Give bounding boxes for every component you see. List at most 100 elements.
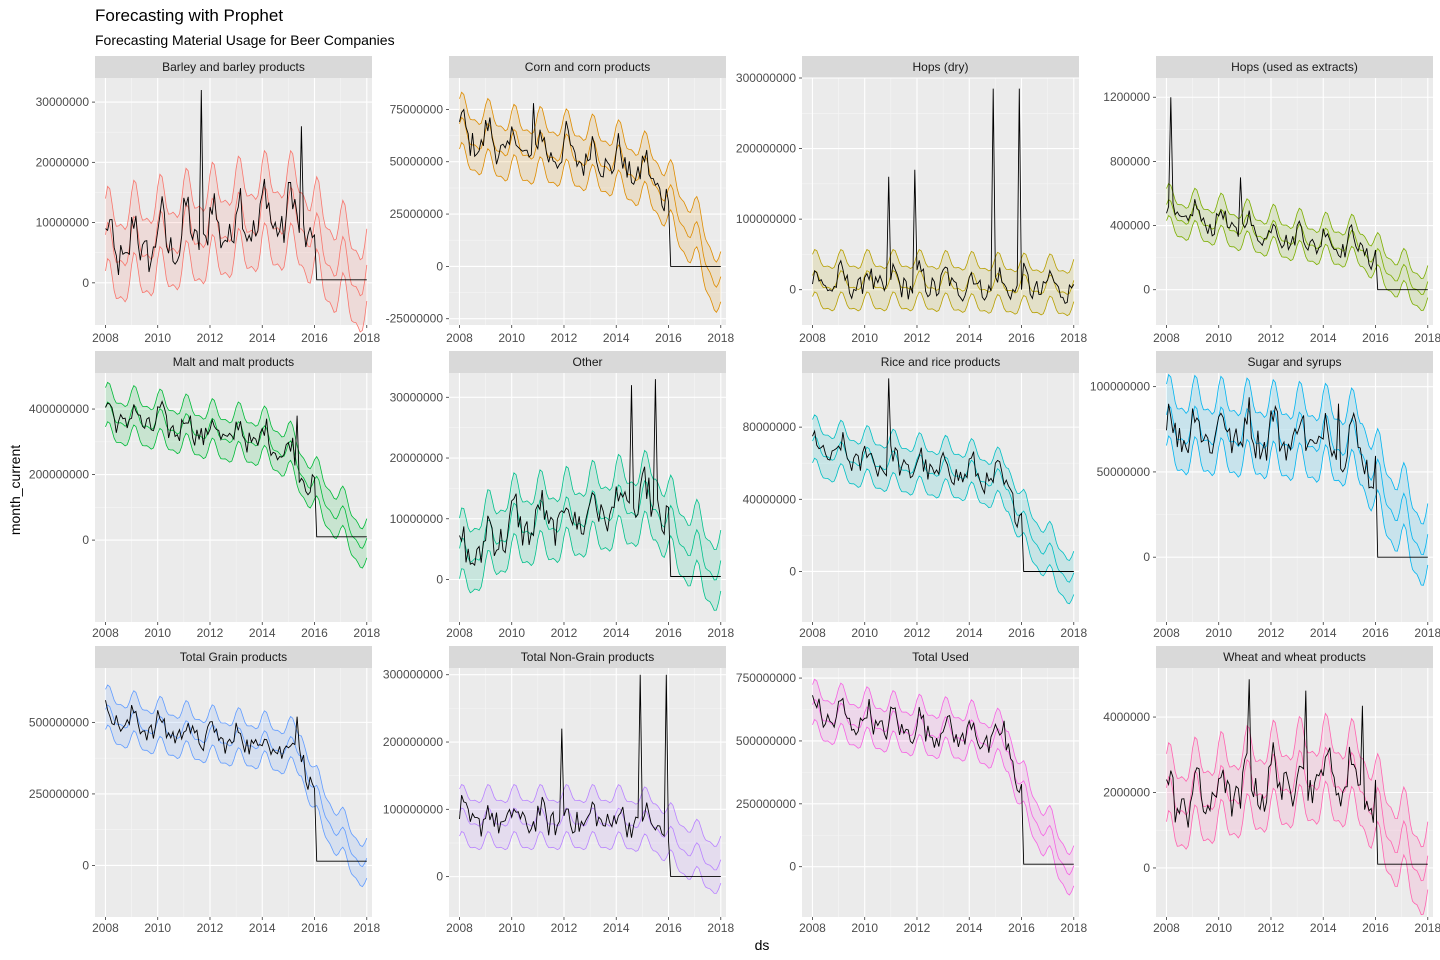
uncertainty-band: [1166, 183, 1428, 311]
x-tick-label: 2014: [956, 626, 983, 640]
lower-bound-line: [459, 510, 722, 611]
chart-title: Forecasting with Prophet: [95, 6, 284, 25]
facet-strip: [802, 56, 1079, 78]
actual-series-line: [1166, 97, 1428, 291]
y-tick-label: -25000000: [386, 312, 444, 326]
lower-bound-line: [105, 724, 368, 888]
forecast-line: [812, 698, 1075, 876]
x-tick-label: 2014: [249, 626, 276, 640]
x-tick-label: 2010: [144, 626, 171, 640]
lower-bound-line: [459, 141, 722, 313]
lower-bound-line: [812, 718, 1075, 896]
x-tick-label: 2014: [1310, 331, 1337, 345]
y-tick-label: 200000000: [29, 468, 89, 482]
y-tick-label: 400000: [1110, 219, 1150, 233]
panel-background: [95, 78, 372, 325]
x-tick-label: 2016: [1008, 921, 1035, 935]
facet-strip: [95, 56, 372, 78]
actual-series-line: [1166, 679, 1428, 865]
x-tick-label: 2010: [498, 921, 525, 935]
x-tick-label: 2014: [956, 331, 983, 345]
y-tick-label: 100000000: [383, 802, 443, 816]
forecast-line: [105, 401, 368, 549]
y-tick-label: 0: [1143, 550, 1150, 564]
panel-background: [449, 78, 726, 325]
x-tick-label: 2018: [353, 626, 380, 640]
y-tick-label: 250000000: [29, 787, 89, 801]
lower-bound-line: [1166, 214, 1429, 311]
forecast-line: [459, 116, 722, 288]
x-tick-label: 2012: [551, 921, 578, 935]
facet-panel: Barley and barley products 0 10000000 20000…: [36, 56, 380, 345]
actual-series-line: [812, 695, 1074, 865]
x-tick-label: 2016: [301, 921, 328, 935]
forecast-line: [459, 480, 722, 581]
y-tick-label: 400000000: [29, 402, 89, 416]
x-tick-label: 2014: [249, 331, 276, 345]
y-tick-label: 20000000: [36, 155, 90, 169]
facet-strip-label: Total Grain products: [180, 650, 287, 664]
x-tick-label: 2018: [707, 626, 734, 640]
x-tick-label: 2016: [301, 331, 328, 345]
y-tick-label: 50000000: [390, 155, 444, 169]
y-tick-label: 0: [82, 858, 89, 872]
x-tick-label: 2016: [301, 626, 328, 640]
forecast-line: [105, 185, 368, 297]
x-tick-label: 2014: [603, 921, 630, 935]
facet-strip: [449, 351, 726, 373]
y-tick-label: 200000000: [383, 735, 443, 749]
x-tick-label: 2018: [1060, 626, 1087, 640]
upper-bound-line: [459, 783, 722, 847]
lower-bound-line: [105, 421, 368, 569]
facet-strip-label: Total Non-Grain products: [521, 650, 654, 664]
uncertainty-band: [459, 784, 721, 894]
panel-background: [802, 373, 1079, 622]
actual-series-line: [105, 89, 367, 281]
upper-bound-line: [812, 414, 1075, 561]
y-tick-label: 750000000: [736, 671, 796, 685]
x-tick-label: 2012: [904, 331, 931, 345]
x-tick-label: 2016: [655, 331, 682, 345]
upper-bound-line: [1166, 182, 1429, 279]
uncertainty-band: [459, 92, 721, 313]
facet-strip: [1156, 351, 1433, 373]
y-tick-label: 0: [789, 860, 796, 874]
facet-strip: [95, 351, 372, 373]
upper-bound-line: [812, 678, 1075, 856]
facet-strip-label: Other: [572, 355, 602, 369]
lower-bound-line: [812, 291, 1075, 317]
x-tick-label: 2018: [353, 331, 380, 345]
y-tick-label: 4000000: [1103, 710, 1150, 724]
x-tick-label: 2012: [1258, 626, 1285, 640]
facet-strip-label: Hops (used as extracts): [1231, 60, 1358, 74]
facet-strip: [802, 646, 1079, 668]
facet-strip-label: Hops (dry): [912, 60, 968, 74]
x-tick-label: 2010: [144, 331, 171, 345]
x-tick-label: 2012: [551, 331, 578, 345]
x-tick-label: 2012: [904, 921, 931, 935]
x-tick-label: 2012: [197, 921, 224, 935]
actual-series-line: [459, 674, 721, 878]
x-tick-label: 2018: [707, 331, 734, 345]
uncertainty-band: [1166, 374, 1428, 586]
x-tick-label: 2008: [446, 921, 473, 935]
panel-background: [449, 373, 726, 622]
actual-series-line: [105, 400, 367, 538]
forecast-line: [812, 270, 1075, 295]
x-tick-label: 2016: [1362, 331, 1389, 345]
facet-strip-label: Corn and corn products: [525, 60, 650, 74]
actual-series-line: [1166, 397, 1428, 558]
facet-strip: [802, 351, 1079, 373]
y-tick-label: 0: [436, 870, 443, 884]
y-tick-label: 0: [1143, 283, 1150, 297]
facet-strip: [1156, 646, 1433, 668]
upper-bound-line: [1166, 373, 1429, 525]
x-tick-label: 2010: [851, 626, 878, 640]
x-tick-label: 2010: [1205, 921, 1232, 935]
facet-panel: Other 0 10000000 20000000 30000000 2008 2010 20…: [390, 351, 734, 640]
y-tick-label: 500000000: [29, 715, 89, 729]
y-tick-label: 25000000: [390, 207, 444, 221]
x-tick-label: 2012: [197, 626, 224, 640]
panel-background: [95, 668, 372, 917]
